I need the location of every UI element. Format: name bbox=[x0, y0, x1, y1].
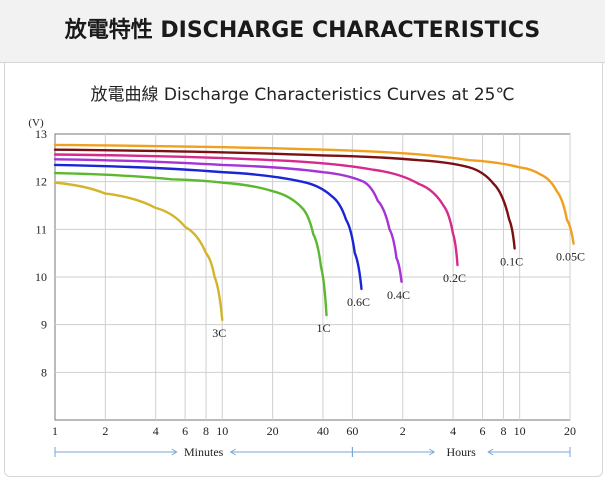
series-label: 0.1C bbox=[500, 254, 523, 268]
panel-frame bbox=[4, 62, 603, 477]
x-tick-label: 20 bbox=[564, 424, 576, 438]
series-label: 0.4C bbox=[387, 288, 410, 302]
y-axis-unit: (V) bbox=[28, 117, 44, 129]
x-tick-label: 20 bbox=[267, 424, 279, 438]
arrow-right-icon bbox=[171, 448, 178, 456]
series-label: 3C bbox=[212, 326, 226, 340]
y-tick-label: 12 bbox=[35, 175, 47, 189]
x-tick-label: 8 bbox=[500, 424, 506, 438]
arrow-left-icon bbox=[487, 448, 494, 456]
y-tick-label: 10 bbox=[35, 270, 47, 284]
arrow-left-icon bbox=[229, 448, 236, 456]
x-tick-label: 2 bbox=[400, 424, 406, 438]
series-line bbox=[53, 163, 363, 291]
series-line bbox=[53, 158, 403, 283]
x-tick-label: 1 bbox=[52, 424, 58, 438]
series-label: 1C bbox=[316, 321, 330, 335]
x-tick-label: 4 bbox=[153, 424, 159, 438]
y-tick-label: 8 bbox=[41, 365, 47, 379]
series-line bbox=[53, 153, 459, 267]
series-line bbox=[53, 148, 516, 250]
series-line bbox=[53, 181, 224, 322]
x-tick-label: 4 bbox=[450, 424, 456, 438]
section-header: 放電特性 DISCHARGE CHARACTERISTICS bbox=[0, 0, 605, 63]
series-label: 0.05C bbox=[556, 250, 585, 264]
x-tick-label: 6 bbox=[182, 424, 188, 438]
series-label: 0.6C bbox=[347, 295, 370, 309]
x-tick-label: 10 bbox=[216, 424, 228, 438]
x-section-hours: Hours bbox=[447, 445, 477, 459]
x-section-minutes: Minutes bbox=[184, 445, 224, 459]
y-tick-label: 13 bbox=[35, 127, 47, 141]
x-tick-label: 60 bbox=[346, 424, 358, 438]
series-line bbox=[53, 143, 575, 245]
x-tick-label: 6 bbox=[480, 424, 486, 438]
arrow-right-icon bbox=[428, 448, 436, 456]
x-tick-label: 40 bbox=[317, 424, 329, 438]
series-line bbox=[53, 171, 328, 317]
section-title: 放電特性 DISCHARGE CHARACTERISTICS bbox=[64, 18, 541, 43]
y-tick-label: 9 bbox=[41, 318, 47, 332]
y-tick-label: 11 bbox=[35, 222, 47, 236]
x-tick-label: 2 bbox=[102, 424, 108, 438]
series-label: 0.2C bbox=[443, 271, 466, 285]
x-tick-label: 10 bbox=[514, 424, 526, 438]
x-tick-label: 8 bbox=[203, 424, 209, 438]
chart-title: 放電曲線 Discharge Characteristics Curves at… bbox=[90, 85, 515, 105]
